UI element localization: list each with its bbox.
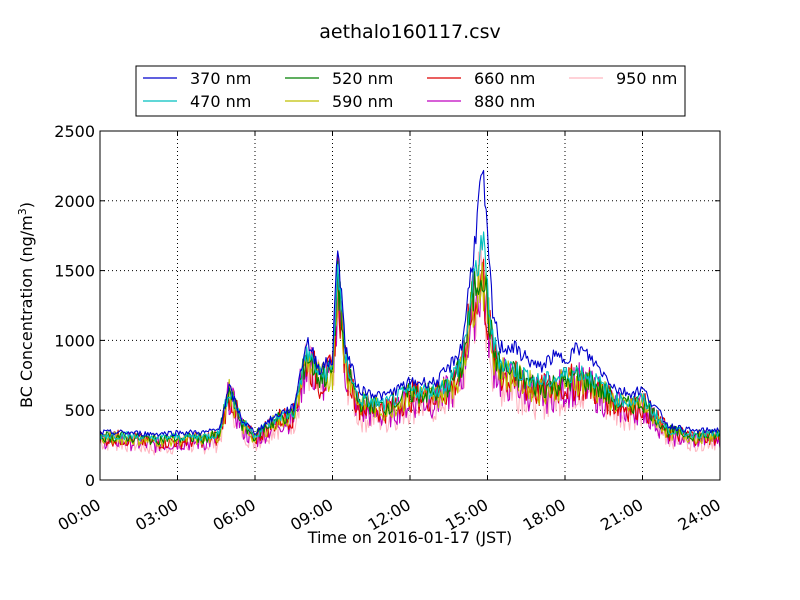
legend-entry-label: 520 nm <box>332 69 393 88</box>
y-tick-label: 500 <box>64 401 95 420</box>
y-tick-label: 0 <box>85 471 95 490</box>
grid <box>100 131 720 480</box>
legend-entry-label: 880 nm <box>474 92 535 111</box>
series-line-590-nm <box>99 262 721 448</box>
y-axis-label-main: BC Concentration (ng/m <box>17 215 36 408</box>
y-tick-label: 1000 <box>54 331 95 350</box>
y-tick-label: 2500 <box>54 122 95 141</box>
x-axis-label: Time on 2016-01-17 (JST) <box>307 528 512 547</box>
y-tick-label: 1500 <box>54 262 95 281</box>
y-axis-label-end: ) <box>17 202 36 208</box>
legend-entry-label: 950 nm <box>616 69 677 88</box>
tick-labels: 00:00 03:00 06:00 09:00 12:00 15:00 18:00 21:00… <box>54 122 724 535</box>
legend: 370 nm 470 nm 520 nm 590 nm 660 nm 880 nm 950 … <box>135 65 686 117</box>
legend-entry-label: 470 nm <box>190 92 251 111</box>
x-tick-label: 18:00 <box>520 495 569 535</box>
legend-entry-label: 590 nm <box>332 92 393 111</box>
y-axis-label: BC Concentration (ng/m3) <box>16 202 36 408</box>
x-tick-label: 24:00 <box>675 495 724 535</box>
y-tick-label: 2000 <box>54 192 95 211</box>
ticks <box>99 130 721 481</box>
y-axis-label-superscript: 3 <box>16 208 29 215</box>
legend-entry-label: 660 nm <box>474 69 535 88</box>
x-tick-label: 00:00 <box>55 495 104 535</box>
x-tick-label: 03:00 <box>132 495 181 535</box>
legend-entry-label: 370 nm <box>190 69 251 88</box>
chart-title: aethalo160117.csv <box>319 21 501 43</box>
legend-box <box>135 65 686 117</box>
series-line-370-nm <box>99 169 721 437</box>
x-tick-label: 21:00 <box>597 495 646 535</box>
series-group <box>99 169 721 456</box>
x-tick-label: 06:00 <box>210 495 259 535</box>
